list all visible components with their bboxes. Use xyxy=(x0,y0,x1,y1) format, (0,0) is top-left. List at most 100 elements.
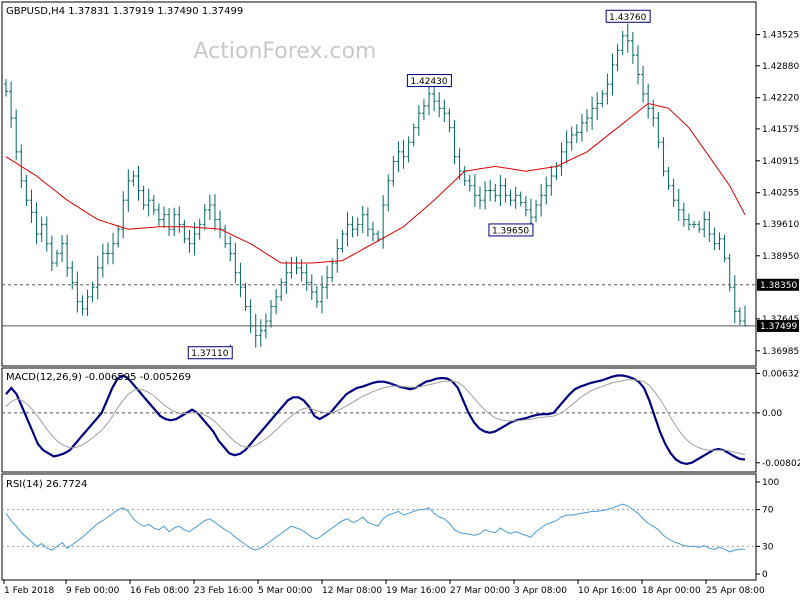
price-bar xyxy=(432,83,437,112)
swing-label-text: 1.42430 xyxy=(410,77,447,87)
price-bar xyxy=(319,275,324,314)
price-bar xyxy=(233,242,238,284)
price-bar xyxy=(656,111,661,149)
price-bar xyxy=(630,32,635,64)
price-bar xyxy=(340,229,345,253)
price-bar xyxy=(666,166,671,190)
price-bar xyxy=(534,199,539,223)
price-bar xyxy=(151,195,156,215)
price-bar xyxy=(483,181,488,210)
swing-label: 1.37110 xyxy=(187,344,233,360)
price-bar xyxy=(452,120,457,165)
price-bar xyxy=(467,175,472,192)
x-axis-tick-label: 9 Feb 00:00 xyxy=(66,586,120,596)
price-bar xyxy=(508,189,513,207)
price-bar xyxy=(585,109,590,132)
price-level-label: 1.38350 xyxy=(760,281,797,291)
price-bar xyxy=(590,96,595,130)
price-bar xyxy=(116,225,121,248)
price-bar xyxy=(697,220,702,233)
price-bar xyxy=(447,108,452,133)
price-bar xyxy=(269,300,274,328)
price-bar xyxy=(427,84,432,116)
price-bar xyxy=(646,83,651,119)
price-bar xyxy=(141,185,146,210)
x-axis-tick-label: 5 Mar 00:00 xyxy=(258,586,313,596)
x-axis-tick-label: 19 Mar 16:00 xyxy=(386,586,446,596)
price-y-tick-label: 1.43525 xyxy=(762,31,799,41)
price-bar xyxy=(274,289,279,315)
rsi-y-tick-label: 30 xyxy=(762,542,774,552)
price-bar xyxy=(223,225,228,248)
price-bar xyxy=(167,208,172,236)
price-bar xyxy=(309,274,314,300)
moving-average-line xyxy=(5,102,746,264)
price-bar xyxy=(498,174,503,207)
price-bar xyxy=(549,165,554,196)
price-bar xyxy=(284,261,289,294)
price-y-tick-label: 1.40255 xyxy=(762,189,799,199)
price-bar xyxy=(437,92,442,118)
price-bar xyxy=(146,188,151,217)
price-bar xyxy=(105,242,110,265)
rsi-y-tick-label: 100 xyxy=(762,478,779,488)
swing-label-text: 1.37110 xyxy=(191,349,228,359)
price-bar xyxy=(207,194,212,221)
price-bar xyxy=(355,217,360,237)
macd-panel-title: MACD(12,26,9) -0.006595 -0.005269 xyxy=(6,372,191,383)
price-bar xyxy=(513,186,518,209)
price-bar xyxy=(44,216,49,252)
price-bar xyxy=(243,282,248,311)
price-y-tick-label: 1.40915 xyxy=(762,157,799,167)
price-bar xyxy=(9,81,14,128)
price-bar xyxy=(24,175,29,207)
price-bar xyxy=(421,99,426,120)
price-bar xyxy=(177,206,182,233)
price-bar xyxy=(671,178,676,208)
swing-label: 1.42430 xyxy=(406,74,452,88)
price-level-box: 1.38350 xyxy=(757,278,799,291)
price-bar xyxy=(600,90,605,108)
swing-label: 1.39650 xyxy=(488,221,534,237)
price-bar xyxy=(518,191,523,207)
x-axis-tick-label: 12 Mar 08:00 xyxy=(322,586,382,596)
macd-panel-frame xyxy=(1,367,757,473)
price-y-tick-label: 1.38950 xyxy=(762,252,799,262)
price-bar xyxy=(350,216,355,238)
swing-label-text: 1.43760 xyxy=(609,13,646,23)
price-bar xyxy=(686,213,691,231)
price-y-tick-label: 1.41575 xyxy=(762,125,799,135)
price-bar xyxy=(579,113,584,142)
price-bar xyxy=(635,45,640,85)
price-bar xyxy=(411,123,416,147)
price-bar xyxy=(80,295,85,316)
price-level-label: 1.37499 xyxy=(760,322,797,332)
price-bar xyxy=(625,23,630,53)
price-bar xyxy=(70,260,75,290)
price-bar xyxy=(325,265,330,300)
price-bar xyxy=(156,203,161,227)
x-axis-tick-label: 10 Apr 16:00 xyxy=(578,586,637,596)
price-bar xyxy=(569,126,574,151)
price-bar xyxy=(574,124,579,144)
macd-y-tick-label: -0.008022 xyxy=(762,459,800,469)
price-bar xyxy=(544,176,549,205)
price-y-tick-label: 1.39610 xyxy=(762,220,799,230)
price-level-box: 1.37499 xyxy=(757,319,799,332)
price-bar xyxy=(314,286,319,308)
x-axis-tick-label: 3 Apr 08:00 xyxy=(514,586,567,596)
price-bar xyxy=(345,212,350,247)
price-bar xyxy=(605,73,610,105)
x-axis-tick-label: 25 Apr 08:00 xyxy=(706,586,765,596)
price-bar xyxy=(238,262,243,298)
price-bar xyxy=(126,169,131,212)
price-bar xyxy=(391,155,396,187)
price-bar xyxy=(228,235,233,262)
swing-label: 1.43760 xyxy=(605,9,651,24)
price-bar xyxy=(722,234,727,263)
price-bar xyxy=(39,216,44,242)
price-bar xyxy=(95,255,100,300)
price-bar xyxy=(100,243,105,278)
